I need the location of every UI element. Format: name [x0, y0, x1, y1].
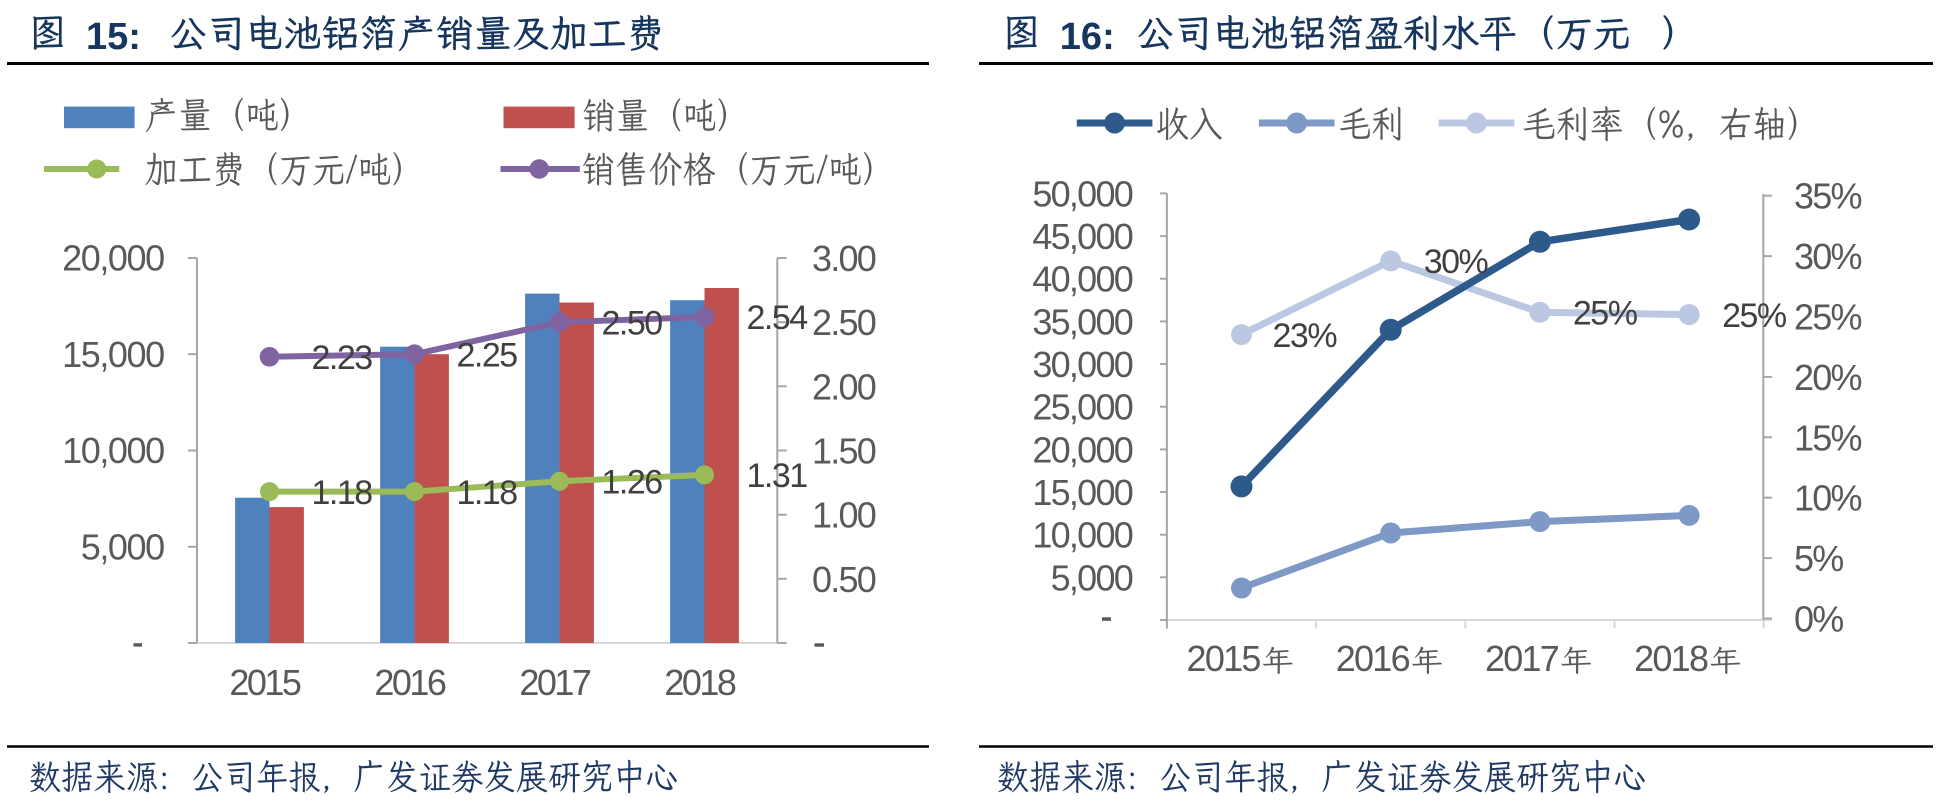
svg-text:1.00: 1.00: [812, 495, 876, 536]
svg-text:2016: 2016: [1336, 638, 1410, 679]
svg-text:15,000: 15,000: [62, 334, 164, 375]
svg-text:3.00: 3.00: [812, 238, 876, 279]
svg-text:2.50: 2.50: [602, 304, 663, 342]
svg-text:30,000: 30,000: [1032, 344, 1132, 385]
svg-text:2.23: 2.23: [312, 339, 373, 377]
svg-text:2.50: 2.50: [812, 302, 876, 343]
svg-text:1.18: 1.18: [312, 474, 373, 512]
svg-text:10%: 10%: [1794, 478, 1862, 519]
svg-text:35,000: 35,000: [1032, 301, 1132, 342]
svg-text:0.50: 0.50: [812, 559, 876, 600]
svg-text:5,000: 5,000: [1051, 557, 1133, 598]
svg-text:25%: 25%: [1573, 295, 1638, 333]
svg-text:1.31: 1.31: [747, 457, 808, 495]
svg-text:15%: 15%: [1794, 417, 1862, 458]
svg-text:2018: 2018: [1634, 638, 1708, 679]
svg-text:10,000: 10,000: [62, 430, 164, 471]
svg-text:50,000: 50,000: [1032, 173, 1132, 214]
svg-text:25,000: 25,000: [1032, 387, 1132, 428]
svg-text:40,000: 40,000: [1032, 259, 1132, 300]
svg-text:15,000: 15,000: [1032, 472, 1132, 513]
svg-text:0%: 0%: [1794, 599, 1843, 640]
svg-text:20%: 20%: [1794, 357, 1862, 398]
svg-text:2.25: 2.25: [457, 336, 518, 374]
svg-text:30%: 30%: [1794, 236, 1862, 277]
svg-text:2018: 2018: [664, 662, 736, 703]
svg-text:45,000: 45,000: [1032, 216, 1132, 257]
svg-text:2015: 2015: [229, 662, 301, 703]
svg-text:5,000: 5,000: [81, 526, 164, 567]
svg-text:20,000: 20,000: [62, 238, 164, 279]
svg-text:30%: 30%: [1424, 243, 1489, 281]
svg-text:2017: 2017: [519, 662, 591, 703]
svg-text:1.50: 1.50: [812, 431, 876, 472]
svg-text:1.18: 1.18: [457, 474, 518, 512]
svg-text:25%: 25%: [1794, 297, 1862, 338]
svg-text:1.26: 1.26: [602, 464, 663, 502]
svg-text:2016: 2016: [374, 662, 446, 703]
svg-text:20,000: 20,000: [1032, 429, 1132, 470]
svg-text:10,000: 10,000: [1032, 515, 1132, 556]
svg-text:2017: 2017: [1485, 638, 1559, 679]
svg-text:35%: 35%: [1794, 176, 1862, 217]
svg-text:23%: 23%: [1273, 317, 1338, 355]
svg-text:25%: 25%: [1722, 297, 1787, 335]
svg-text:2.00: 2.00: [812, 366, 876, 407]
svg-text:15:: 15:: [86, 16, 141, 58]
svg-text:16:: 16:: [1060, 16, 1115, 58]
svg-text:2015: 2015: [1187, 638, 1261, 679]
svg-text:5%: 5%: [1794, 538, 1843, 579]
svg-text:2.54: 2.54: [747, 299, 808, 337]
